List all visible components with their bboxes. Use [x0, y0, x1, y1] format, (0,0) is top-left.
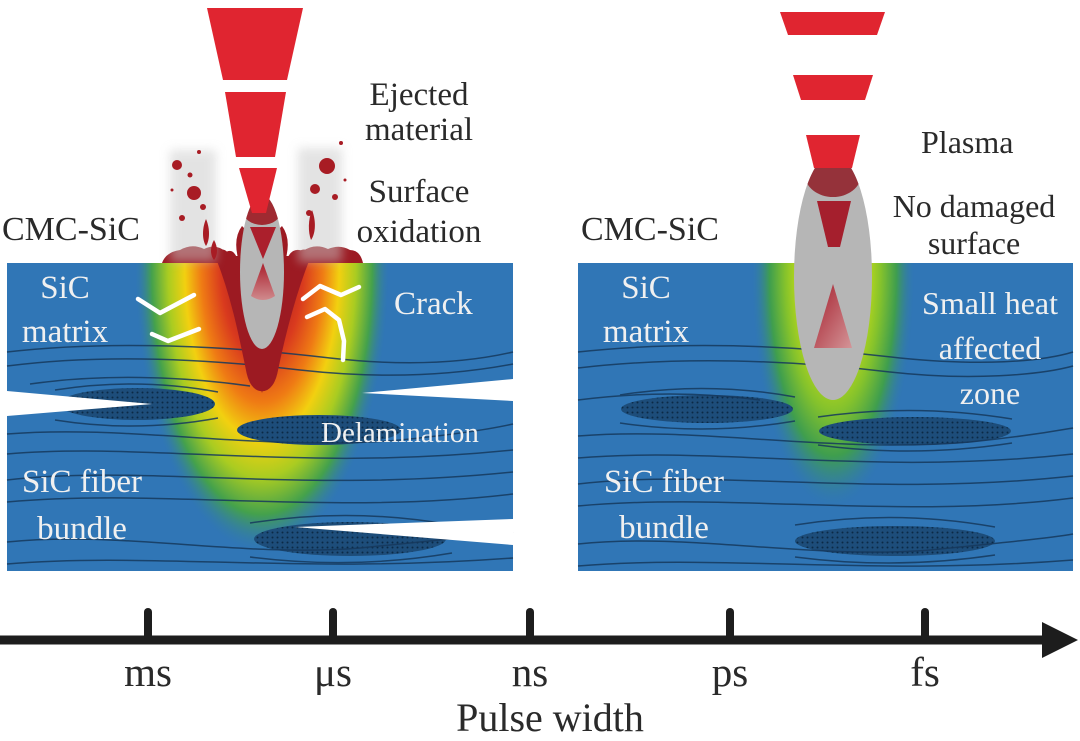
label-surface-oxidation: Surface oxidation — [356, 174, 482, 250]
axis-tick-label-ms: ms — [124, 649, 172, 695]
beam-waist-lower-left — [251, 263, 275, 300]
beam-waist-lower-right — [814, 284, 852, 348]
axis-tick-label-ps: ps — [711, 649, 749, 695]
beam-waist-upper-right — [817, 201, 851, 247]
fiber-lines-right — [577, 344, 1074, 567]
label-cmc-sic-left: CMC-SiC — [2, 211, 140, 248]
label-sic-matrix-left: SiC matrix — [21, 270, 109, 350]
label-sic-fiber-bundle-left: SiC fiber bundle — [21, 464, 143, 547]
axis-tick-label-fs: fs — [910, 649, 940, 695]
ejected-droplets — [170, 141, 347, 260]
axis-tick-label-us: μs — [314, 649, 352, 695]
label-plasma: Plasma — [921, 124, 1014, 160]
axis-title-pulse-width: Pulse width — [456, 695, 644, 740]
plasma-plume-left — [240, 195, 284, 349]
label-sic-fiber-bundle-right: SiC fiber bundle — [603, 464, 725, 546]
fiber-bundles-right — [621, 395, 1011, 556]
label-cmc-sic-right: CMC-SiC — [581, 211, 719, 248]
label-small-heat-affected-zone: Small heat affected zone — [922, 285, 1058, 411]
plasma-plume-right — [794, 154, 872, 400]
crack-marks — [135, 283, 362, 363]
label-ejected-material: Ejected material — [364, 77, 474, 148]
label-sic-matrix-right: SiC matrix — [602, 270, 690, 350]
laser-beam-short-pulse — [780, 12, 885, 168]
beam-waist-upper-left — [250, 227, 276, 259]
label-delamination: Delamination — [321, 417, 479, 449]
label-crack: Crack — [394, 286, 473, 322]
label-no-damaged-surface: No damaged surface — [892, 188, 1056, 261]
laser-beam-long-pulse — [207, 8, 303, 213]
pulse-width-axis — [0, 608, 1078, 658]
axis-arrow — [1042, 622, 1078, 658]
axis-tick-label-ns: ns — [511, 649, 549, 695]
delamination-gaps — [7, 379, 513, 545]
